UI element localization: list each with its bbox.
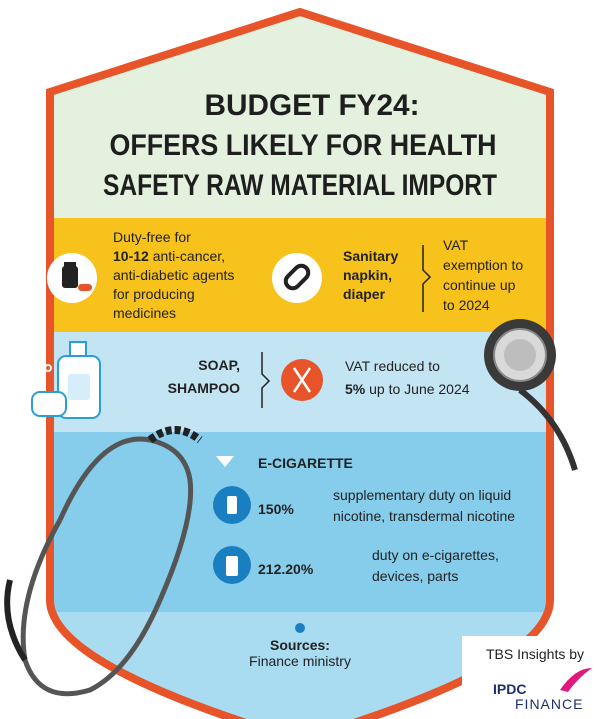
divider <box>261 352 271 408</box>
medicine-icon <box>64 262 76 267</box>
medicines-text: for producing <box>113 286 195 302</box>
stethoscope <box>20 436 194 697</box>
ecig-rate: 150% <box>258 501 294 517</box>
medicine-icon <box>62 266 78 288</box>
sanitary-item: diaper <box>343 286 386 302</box>
logo-swoosh <box>560 668 592 692</box>
sanitary-offer: continue up <box>443 277 516 293</box>
medicine-icon <box>78 284 92 291</box>
medicines-text: 10-12 anti-cancer, <box>113 248 225 264</box>
sanitary-item: Sanitary <box>343 248 398 264</box>
sanitary-offer: VAT <box>443 237 469 253</box>
logo: IPDC <box>493 681 526 697</box>
soap-item: SHAMPOO <box>168 380 240 396</box>
ecig-text: nicotine, transdermal nicotine <box>333 508 515 524</box>
title-line: SAFETY RAW MATERIAL IMPORT <box>103 169 497 202</box>
stethoscope <box>518 387 578 471</box>
sanitary-item: napkin, <box>343 267 392 283</box>
sanitary-offer: to 2024 <box>443 297 490 313</box>
stethoscope <box>147 426 203 444</box>
highlight: 10-12 <box>113 248 149 264</box>
soap-item: SOAP, <box>198 357 240 373</box>
blue-band <box>50 432 550 612</box>
credit-text: TBS Insights by <box>486 646 584 662</box>
soap-offer: VAT reduced to <box>345 358 440 374</box>
sanitary-icon <box>272 253 322 303</box>
ecig-text: supplementary duty on liquid <box>333 487 511 503</box>
highlight: 5% <box>345 381 366 397</box>
sources-text: Finance ministry <box>249 653 351 669</box>
soap-icon <box>69 341 87 357</box>
logo-sub: FINANCE <box>515 696 583 712</box>
bubble <box>44 364 52 372</box>
sanitary-offer: exemption to <box>443 257 523 273</box>
sources-label: Sources: <box>270 637 330 653</box>
sanitary-icon <box>283 263 311 291</box>
medicines-text: Duty-free for <box>113 229 191 245</box>
title-line: OFFERS LIKELY FOR HEALTH <box>110 129 497 162</box>
ecig-heading: E-CIGARETTE <box>258 455 353 471</box>
ecig-rate: 212.20% <box>258 561 314 577</box>
medicines-text: medicines <box>113 305 176 321</box>
ecig-icon <box>226 556 238 576</box>
soap-icon <box>68 374 90 400</box>
stethoscope <box>504 339 536 371</box>
ecig-text: devices, parts <box>372 568 458 584</box>
sources-dot <box>295 623 305 633</box>
ecig-icon <box>227 496 237 514</box>
divider <box>422 245 432 312</box>
ecig-text: duty on e-cigarettes, <box>372 547 499 563</box>
stethoscope <box>4 579 28 662</box>
soap-offer: up to June 2024 <box>365 381 470 397</box>
scissors-icon <box>292 367 312 393</box>
title-line: BUDGET FY24: <box>205 89 420 122</box>
shield-border <box>46 7 554 719</box>
bubble <box>35 373 45 383</box>
heading-marker <box>216 456 234 467</box>
soap-offer: 5% up to June 2024 <box>345 381 470 397</box>
medicines-text: anti-cancer, <box>149 248 225 264</box>
medicines-text: anti-diabetic agents <box>113 267 234 283</box>
soap-icon <box>31 391 67 417</box>
